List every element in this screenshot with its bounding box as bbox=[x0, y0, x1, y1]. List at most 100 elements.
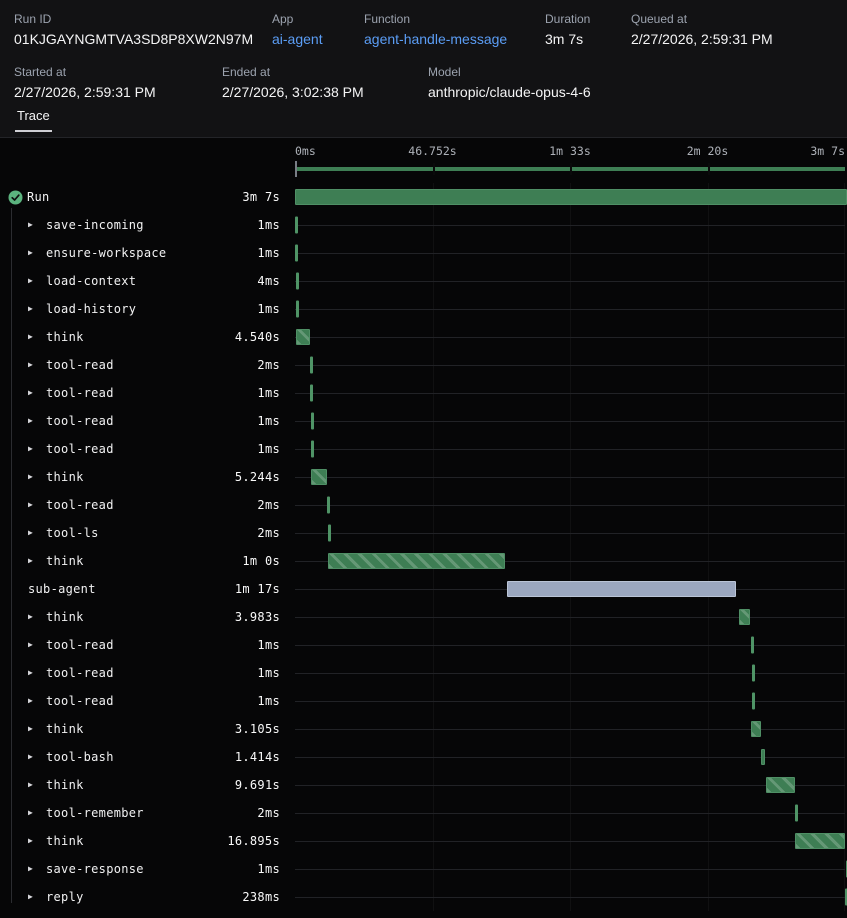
caret-icon[interactable]: ▶ bbox=[28, 836, 33, 845]
span-bar[interactable] bbox=[507, 581, 736, 597]
tab-trace[interactable]: Trace bbox=[15, 104, 52, 132]
span-row-left: ▶ think 4.540s bbox=[0, 330, 295, 344]
span-bar[interactable] bbox=[738, 609, 751, 625]
trace-row[interactable]: ▶ save-incoming 1ms bbox=[0, 211, 847, 239]
trace-row[interactable]: ▶ think 1m 0s bbox=[0, 547, 847, 575]
caret-icon[interactable]: ▶ bbox=[28, 332, 33, 341]
span-row-left: ▶ think 1m 0s bbox=[0, 554, 295, 568]
span-name: think bbox=[46, 722, 84, 736]
span-name: tool-read bbox=[46, 386, 114, 400]
rows-host: Run 3m 7s ▶ save-incoming 1ms ▶ ensure-w… bbox=[0, 183, 847, 911]
started-at-label: Started at bbox=[14, 65, 67, 79]
trace-row[interactable]: ▶ load-history 1ms bbox=[0, 295, 847, 323]
caret-icon[interactable]: ▶ bbox=[28, 724, 33, 733]
span-bar[interactable] bbox=[295, 244, 299, 262]
span-bar[interactable] bbox=[795, 804, 799, 822]
duration-value: 3m 7s bbox=[545, 31, 584, 47]
trace-row[interactable]: ▶ think 4.540s bbox=[0, 323, 847, 351]
trace-row[interactable]: ▶ tool-ls 2ms bbox=[0, 519, 847, 547]
caret-icon[interactable]: ▶ bbox=[28, 752, 33, 761]
caret-icon[interactable]: ▶ bbox=[28, 780, 33, 789]
caret-icon[interactable]: ▶ bbox=[28, 220, 33, 229]
caret-icon[interactable]: ▶ bbox=[28, 696, 33, 705]
span-bar[interactable] bbox=[751, 721, 761, 737]
caret-icon[interactable]: ▶ bbox=[28, 304, 33, 313]
trace-row[interactable]: ▶ tool-read 2ms bbox=[0, 491, 847, 519]
trace-row[interactable]: ▶ reply 238ms bbox=[0, 883, 847, 911]
span-bar[interactable] bbox=[310, 384, 314, 402]
caret-icon[interactable]: ▶ bbox=[28, 360, 33, 369]
trace-row[interactable]: ▶ save-response 1ms bbox=[0, 855, 847, 883]
span-duration: 2ms bbox=[257, 806, 280, 820]
caret-icon[interactable]: ▶ bbox=[28, 388, 33, 397]
field-model: Model anthropic/claude-opus-4-6 bbox=[428, 65, 591, 101]
function-link[interactable]: agent-handle-message bbox=[364, 31, 508, 47]
caret-icon[interactable]: ▶ bbox=[28, 248, 33, 257]
caret-icon[interactable]: ▶ bbox=[28, 472, 33, 481]
caret-icon[interactable]: ▶ bbox=[28, 864, 33, 873]
trace-row[interactable]: ▶ tool-read 2ms bbox=[0, 351, 847, 379]
span-bar[interactable] bbox=[328, 553, 506, 569]
trace-row[interactable]: ▶ tool-remember 2ms bbox=[0, 799, 847, 827]
span-timeline bbox=[295, 687, 847, 715]
caret-icon[interactable]: ▶ bbox=[28, 668, 33, 677]
span-bar[interactable] bbox=[296, 329, 310, 345]
span-bar[interactable] bbox=[752, 692, 756, 710]
span-timeline bbox=[295, 799, 847, 827]
span-bar[interactable] bbox=[795, 833, 846, 849]
caret-icon[interactable]: ▶ bbox=[28, 640, 33, 649]
span-duration: 1.414s bbox=[234, 750, 280, 764]
span-bar[interactable] bbox=[310, 356, 314, 374]
caret-icon[interactable]: ▶ bbox=[28, 528, 33, 537]
trace-row[interactable]: ▶ tool-read 1ms bbox=[0, 659, 847, 687]
caret-icon[interactable]: ▶ bbox=[28, 444, 33, 453]
span-timeline bbox=[295, 883, 847, 911]
span-bar[interactable] bbox=[295, 216, 299, 234]
trace-row[interactable]: ▶ load-context 4ms bbox=[0, 267, 847, 295]
span-bar[interactable] bbox=[761, 749, 766, 765]
span-bar[interactable] bbox=[766, 777, 795, 793]
span-bar[interactable] bbox=[845, 860, 847, 878]
span-bar[interactable] bbox=[311, 440, 315, 458]
trace-row[interactable]: sub-agent 1m 17s bbox=[0, 575, 847, 603]
trace-row[interactable]: ▶ tool-read 1ms bbox=[0, 435, 847, 463]
timeline-ruler: 0ms 46.752s 1m 33s 2m 20s 3m 7s bbox=[0, 138, 847, 183]
timeline-minimap[interactable] bbox=[295, 161, 845, 177]
caret-icon[interactable]: ▶ bbox=[28, 416, 33, 425]
caret-icon[interactable]: ▶ bbox=[28, 276, 33, 285]
span-bar[interactable] bbox=[310, 412, 314, 430]
span-bar[interactable] bbox=[295, 189, 847, 205]
trace-row[interactable]: Run 3m 7s bbox=[0, 183, 847, 211]
span-timeline bbox=[295, 295, 847, 323]
span-bar[interactable] bbox=[296, 300, 300, 318]
span-timeline bbox=[295, 547, 847, 575]
header-row-1: Run ID 01KJGAYNGMTVA3SD8P8XW2N97M App ai… bbox=[14, 12, 833, 48]
span-bar[interactable] bbox=[311, 469, 327, 485]
trace-row[interactable]: ▶ tool-read 1ms bbox=[0, 407, 847, 435]
trace-row[interactable]: ▶ think 9.691s bbox=[0, 771, 847, 799]
caret-icon[interactable]: ▶ bbox=[28, 892, 33, 901]
trace-row[interactable]: ▶ think 16.895s bbox=[0, 827, 847, 855]
trace-row[interactable]: ▶ tool-bash 1.414s bbox=[0, 743, 847, 771]
trace-row[interactable]: ▶ think 5.244s bbox=[0, 463, 847, 491]
field-function: Function agent-handle-message bbox=[364, 12, 545, 48]
app-link[interactable]: ai-agent bbox=[272, 31, 323, 47]
trace-row[interactable]: ▶ tool-read 1ms bbox=[0, 631, 847, 659]
span-bar[interactable] bbox=[295, 272, 299, 290]
span-bar[interactable] bbox=[327, 496, 331, 514]
span-bar[interactable] bbox=[845, 888, 847, 906]
span-bar[interactable] bbox=[327, 524, 331, 542]
trace-row[interactable]: ▶ think 3.983s bbox=[0, 603, 847, 631]
run-id-label: Run ID bbox=[14, 12, 52, 26]
span-row-left: sub-agent 1m 17s bbox=[0, 582, 295, 596]
span-bar[interactable] bbox=[751, 664, 755, 682]
trace-row[interactable]: ▶ tool-read 1ms bbox=[0, 687, 847, 715]
trace-row[interactable]: ▶ think 3.105s bbox=[0, 715, 847, 743]
trace-row[interactable]: ▶ tool-read 1ms bbox=[0, 379, 847, 407]
caret-icon[interactable]: ▶ bbox=[28, 808, 33, 817]
caret-icon[interactable]: ▶ bbox=[28, 612, 33, 621]
caret-icon[interactable]: ▶ bbox=[28, 500, 33, 509]
span-bar[interactable] bbox=[751, 636, 755, 654]
trace-row[interactable]: ▶ ensure-workspace 1ms bbox=[0, 239, 847, 267]
caret-icon[interactable]: ▶ bbox=[28, 556, 33, 565]
